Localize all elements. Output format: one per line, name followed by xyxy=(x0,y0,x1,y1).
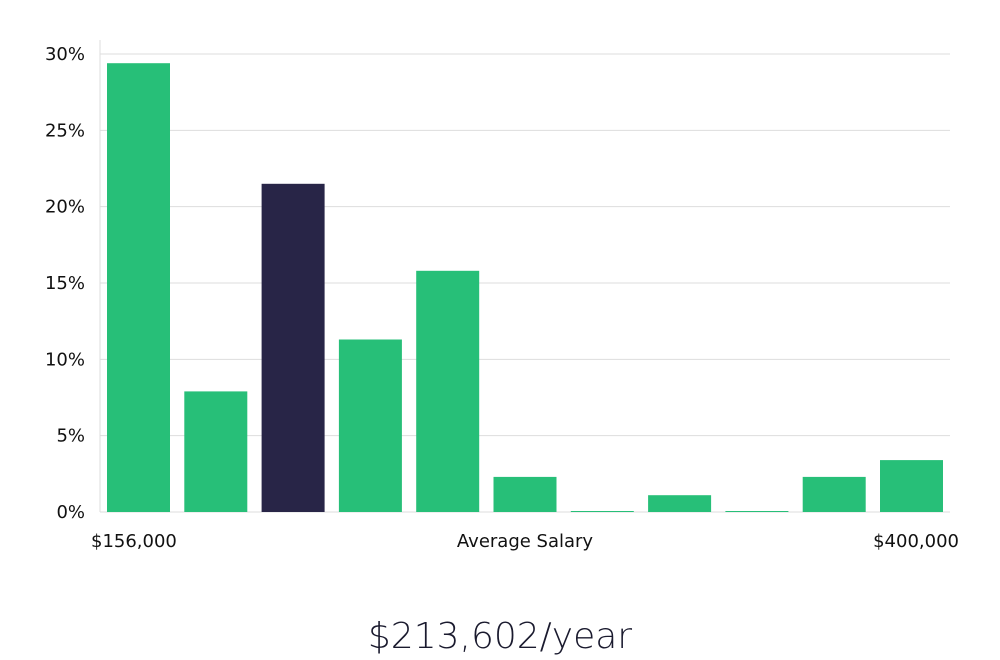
y-tick-labels: 0% 5% 10% 15% 20% 25% 30% xyxy=(45,44,85,523)
bar xyxy=(184,391,248,512)
bar xyxy=(880,460,943,512)
bar xyxy=(416,270,480,512)
bars xyxy=(107,63,943,513)
y-tick-label: 30% xyxy=(45,44,85,65)
y-tick-label: 5% xyxy=(56,426,85,447)
x-axis-label: Average Salary xyxy=(457,531,594,552)
y-tick-label: 25% xyxy=(45,120,85,141)
x-min-label: $156,000 xyxy=(91,531,177,552)
average-salary-headline: $213,602/year xyxy=(368,616,632,657)
y-tick-label: 15% xyxy=(45,273,85,294)
bar xyxy=(802,476,866,512)
bar-highlighted xyxy=(261,183,325,513)
y-tick-label: 10% xyxy=(45,349,85,370)
y-tick-label: 20% xyxy=(45,197,85,218)
x-max-label: $400,000 xyxy=(873,531,959,552)
bar xyxy=(107,63,170,512)
bar xyxy=(725,511,789,512)
bar xyxy=(648,495,712,512)
bar xyxy=(338,339,402,512)
y-tick-label: 0% xyxy=(56,502,85,523)
bar xyxy=(570,511,634,512)
bar xyxy=(493,476,557,512)
